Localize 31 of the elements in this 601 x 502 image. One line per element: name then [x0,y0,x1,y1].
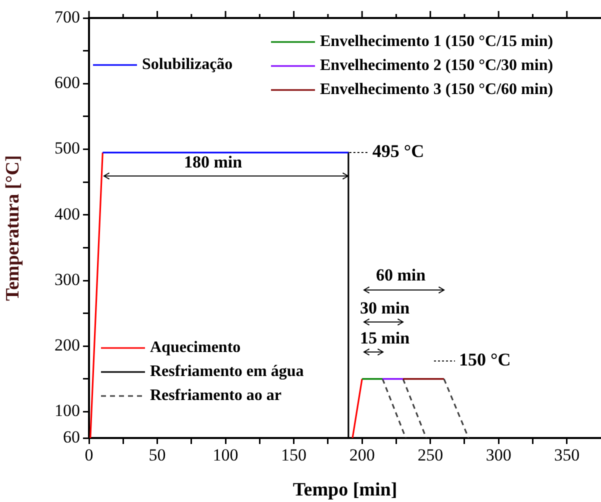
y-tick-label: 60 [63,427,80,446]
x-tick-label: 300 [486,446,512,465]
x-axis-title: Tempo [min] [292,480,398,501]
x-tick-label: 350 [554,446,580,465]
x-tick-label: 50 [148,446,166,465]
x-tick-label: 200 [349,446,375,465]
annotation: 150 °C [459,350,511,370]
y-axis-title: Temperatura [°C] [2,155,24,301]
annotation: 495 °C [372,141,424,162]
y-tick-label: 100 [54,401,80,420]
legend-label: Aquecimento [150,339,241,356]
legend-label: Resfriamento ao ar [150,387,282,404]
y-tick-label: 500 [54,138,80,158]
legend-label: Solubilização [142,56,233,74]
annotation: 60 min [376,265,426,284]
x-tick-label: 100 [212,446,238,465]
y-tick-label: 700 [54,7,80,26]
y-tick-label: 600 [54,73,80,92]
legend-label: Envelhecimento 2 (150 °C/30 min) [320,57,554,74]
annotation: 180 min [184,152,243,172]
legend-label: Resfriamento em água [150,363,304,380]
y-tick-label: 300 [54,270,80,289]
legend-label: Envelhecimento 3 (150 °C/60 min) [320,81,554,98]
x-tick-label: 250 [418,446,444,465]
y-tick-label: 400 [54,204,80,224]
x-tick-label: 150 [281,446,307,465]
y-tick-label: 200 [54,336,80,355]
x-tick-label: 0 [84,446,94,465]
annotation: 15 min [360,328,410,348]
legend-label: Envelhecimento 1 (150 °C/15 min) [320,33,554,50]
annotation: 30 min [360,298,410,318]
